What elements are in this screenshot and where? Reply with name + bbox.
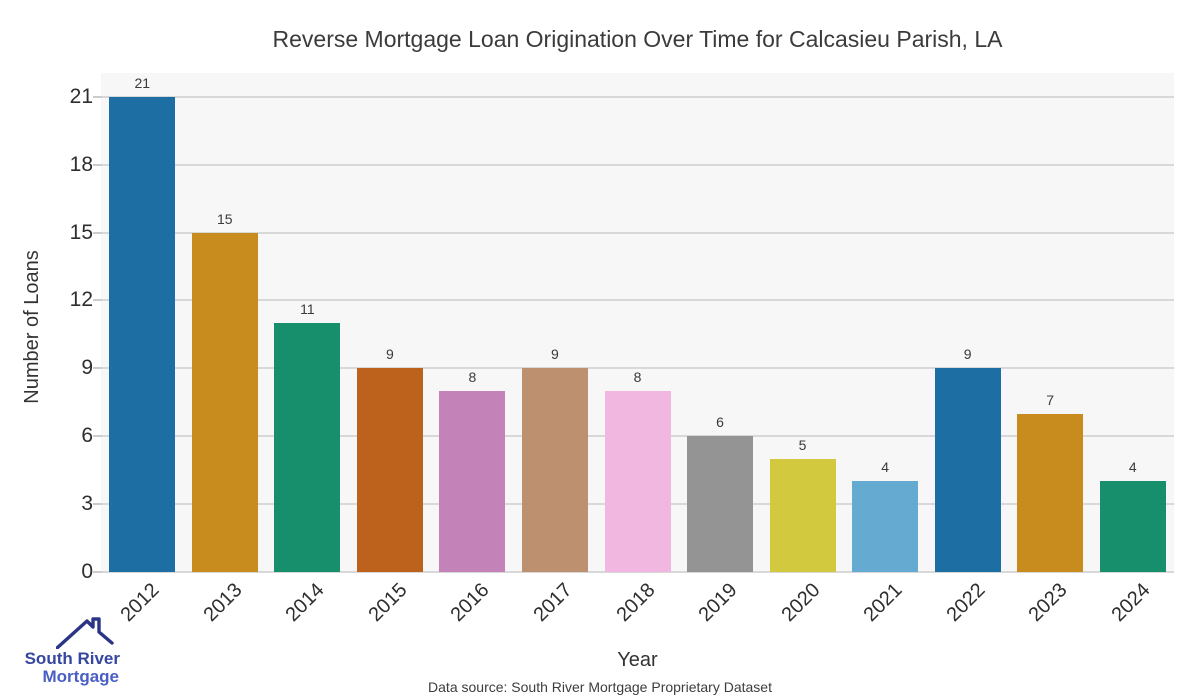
gridline-y-21 (101, 95, 1174, 98)
bar-2012 (109, 96, 176, 572)
y-tick-label-0: 0 (81, 560, 93, 583)
y-axis-label: Number of Loans (21, 250, 43, 404)
bar-value-label-2018: 8 (633, 368, 642, 385)
bar-value-label-2015: 9 (385, 346, 394, 363)
bar-value-label-2013: 15 (217, 210, 233, 227)
bar-value-label-2020: 5 (798, 436, 807, 453)
bar-value-label-2016: 8 (468, 368, 477, 385)
gridline-y-9 (101, 367, 1174, 370)
y-tick-mark-15 (93, 231, 102, 234)
bar-2022 (934, 368, 1001, 572)
bar-2016 (439, 390, 506, 572)
south-river-mortgage-logo: South River Mortgage (14, 617, 120, 685)
bar-value-label-2022: 9 (963, 346, 972, 363)
bar-2013 (191, 232, 258, 572)
logo-text-south-river: South River (24, 649, 120, 668)
bar-2021 (852, 481, 919, 572)
bar-2018 (604, 390, 671, 572)
bar-2023 (1017, 413, 1084, 572)
bar-2014 (274, 323, 341, 572)
y-tick-label-21: 21 (69, 84, 93, 108)
bar-value-label-2023: 7 (1046, 391, 1055, 408)
gridline-y-12 (101, 299, 1174, 302)
y-tick-mark-12 (93, 299, 102, 302)
bar-2015 (356, 368, 423, 572)
bar-value-label-2019: 6 (716, 414, 724, 431)
bar-value-label-2012: 21 (134, 74, 151, 91)
bar-2017 (521, 368, 588, 572)
y-tick-label-18: 18 (69, 152, 93, 176)
y-tick-label-12: 12 (69, 288, 93, 312)
bar-2019 (687, 436, 754, 572)
gridline-y-0 (101, 571, 1174, 573)
bar-2024 (1099, 481, 1166, 572)
y-tick-label-9: 9 (81, 356, 93, 380)
y-tick-mark-21 (93, 95, 102, 98)
logo-text-mortgage: Mortgage (42, 666, 120, 686)
y-tick-label-3: 3 (81, 492, 93, 516)
x-axis-label: Year (617, 649, 658, 671)
y-tick-mark-18 (93, 163, 102, 166)
gridline-y-18 (101, 163, 1174, 166)
gridline-y-15 (101, 231, 1174, 234)
bar-value-label-2024: 4 (1128, 459, 1137, 476)
y-tick-label-15: 15 (69, 220, 93, 244)
y-tick-mark-6 (93, 435, 102, 438)
data-source-note: Data source: South River Mortgage Propri… (428, 679, 772, 695)
y-tick-label-6: 6 (81, 424, 93, 448)
y-tick-mark-3 (93, 503, 102, 506)
bar-2020 (769, 458, 836, 572)
chart-title: Reverse Mortgage Loan Origination Over T… (272, 26, 1003, 52)
plot-area: 21 15 11 9 8 9 8 6 5 4 9 7 4 (101, 73, 1174, 573)
y-tick-mark-9 (93, 367, 102, 370)
y-tick-mark-0 (93, 571, 102, 573)
bar-value-label-2014: 11 (300, 301, 315, 318)
bar-value-label-2017: 9 (551, 346, 559, 363)
house-roof-icon (56, 617, 114, 649)
bar-value-label-2021: 4 (881, 459, 890, 476)
